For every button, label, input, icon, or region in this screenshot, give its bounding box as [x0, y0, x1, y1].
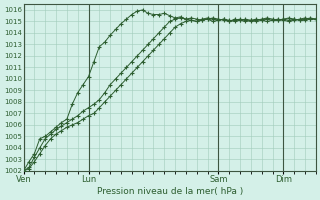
X-axis label: Pression niveau de la mer( hPa ): Pression niveau de la mer( hPa ) — [97, 187, 243, 196]
